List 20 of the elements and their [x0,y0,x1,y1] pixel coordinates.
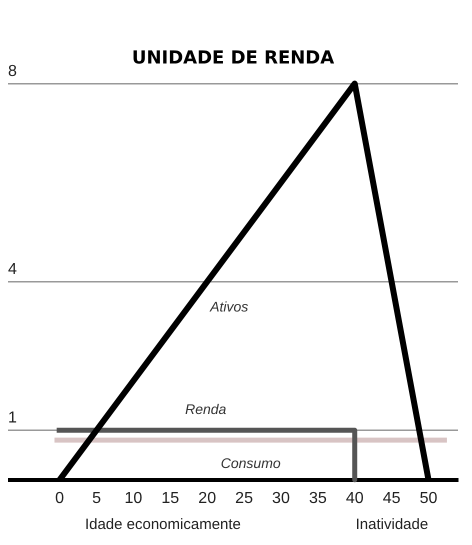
y-tick-label: 1 [8,410,17,427]
x-tick-label: 45 [382,490,401,507]
x-tick-label: 35 [308,490,327,507]
x-tick-label: 20 [198,490,216,507]
series-label: Ativos [209,298,248,315]
y-tick-label: 4 [8,261,17,278]
x-tick-label: 30 [272,490,290,507]
y-tick-label: 8 [8,63,17,80]
x-tick-label: 0 [55,490,64,507]
series-label: Renda [185,401,227,418]
x-tick-label: 50 [420,490,438,507]
x-tick-label: 10 [124,490,142,507]
x-tick-label: 5 [92,490,102,507]
chart-title: UNIDADE DE RENDA [132,47,334,68]
text: Idade economicamente [84,516,241,534]
x-tick-label: 40 [346,490,364,507]
x-tick-label: 15 [161,490,180,507]
text: Inatividade [356,516,428,534]
x-tick-label: 25 [235,490,254,507]
series-label: Consumo [220,455,281,472]
